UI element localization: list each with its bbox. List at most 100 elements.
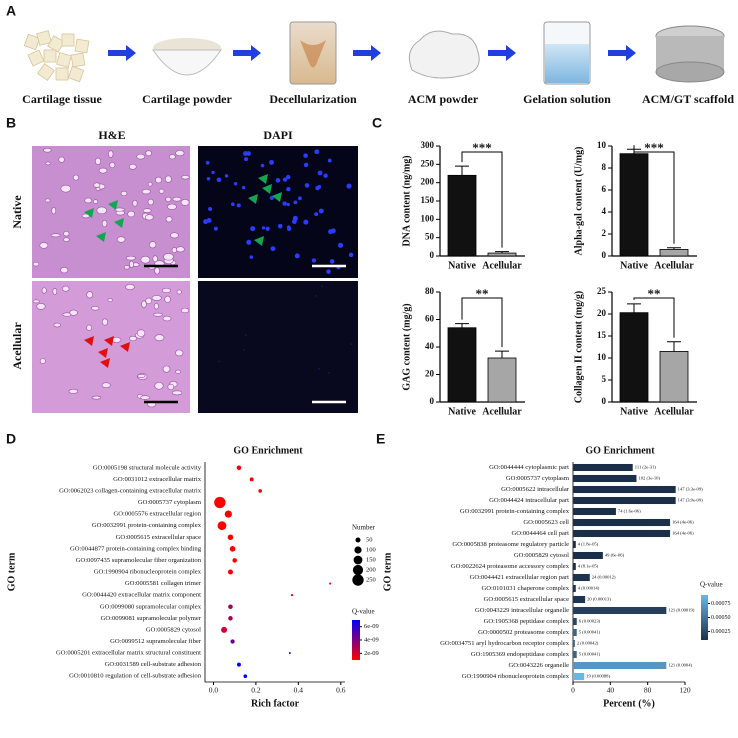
workflow-step: Gelation solution — [523, 92, 611, 106]
lacuna — [32, 299, 40, 304]
nucleus — [317, 170, 323, 176]
size-legend-marker — [352, 574, 364, 586]
error-bar — [495, 350, 509, 358]
histology-images — [32, 146, 358, 413]
bar — [573, 573, 590, 582]
nucleus — [250, 226, 256, 232]
lacuna — [170, 232, 179, 239]
error-bar — [495, 251, 509, 254]
lacuna — [167, 383, 175, 391]
nucleus — [286, 187, 291, 192]
lacuna — [129, 335, 137, 342]
row-header: Native — [10, 195, 24, 229]
bubble — [221, 626, 228, 633]
nucleus-faint — [243, 348, 246, 351]
lacuna — [140, 255, 151, 264]
x-tick-label: 0.2 — [251, 686, 261, 695]
y-tick-label: GO:0099081 supramolecular polymer — [101, 615, 202, 622]
y-tick-label: GO:0022624 proteasome accessory complex — [451, 563, 570, 570]
bubble — [288, 652, 291, 655]
nucleus — [236, 203, 241, 208]
y-tick-label: 60 — [425, 314, 435, 324]
lacuna — [175, 369, 181, 374]
y-tick-label: GO:0005737 cytoplasm — [138, 499, 202, 506]
lacuna — [158, 188, 165, 194]
significance-bracket — [633, 145, 675, 244]
scaffold-icon — [655, 25, 725, 83]
colorbar — [352, 620, 360, 660]
nucleus — [303, 153, 308, 158]
y-tick-label: 5 — [602, 374, 607, 384]
color-legend-title: Q-value — [352, 608, 375, 616]
bar — [573, 650, 577, 659]
lacuna — [96, 206, 107, 215]
bar — [573, 661, 667, 670]
nucleus — [246, 239, 252, 245]
lacuna — [109, 162, 116, 169]
lacuna — [165, 216, 173, 223]
bar-label: 49 (6e-06) — [605, 553, 625, 558]
lacuna — [32, 261, 40, 267]
y-tick-label: 300 — [421, 140, 435, 150]
y-tick-label: GO:0005829 cytosol — [146, 626, 201, 633]
lacuna — [171, 390, 183, 396]
bar-label: 2 (0.00042) — [577, 641, 599, 646]
y-tick-label: GO:0005201 extracellular matrix structur… — [56, 650, 201, 657]
colorbar-label: 0.00075 — [711, 601, 731, 607]
nucleus — [216, 177, 222, 182]
nucleus — [231, 202, 235, 207]
colorbar-label: 2e-09 — [364, 650, 379, 657]
workflow-step: Decellularization — [269, 92, 357, 106]
powder-bowl-icon — [152, 38, 222, 76]
lacuna — [145, 297, 152, 305]
lacuna — [161, 288, 172, 293]
lacuna — [114, 207, 125, 212]
bar — [573, 540, 576, 549]
lacuna — [101, 318, 108, 326]
axes — [572, 462, 685, 683]
y-tick-label: GO:0062023 collagen-containing extracell… — [59, 487, 202, 494]
lacuna — [165, 196, 172, 202]
nucleus — [314, 149, 320, 155]
green-arrows — [84, 174, 282, 246]
colorbar-label: 6e-09 — [364, 623, 379, 630]
nucleus — [282, 177, 288, 182]
lacuna — [171, 247, 178, 253]
y-axis-title: DNA content (ng/mg) — [401, 155, 412, 246]
nucleus — [294, 253, 300, 259]
y-tick-label: GO:0005615 extracellular space — [484, 596, 569, 603]
bar-label: 121 (0.0004) — [668, 663, 692, 668]
x-axis-title: Percent (%) — [603, 698, 655, 709]
error-bar — [667, 247, 681, 250]
lacuna — [36, 303, 46, 310]
y-axis-title: GO term — [6, 552, 17, 591]
nucleus — [303, 162, 309, 168]
lacuna — [144, 214, 154, 221]
histology-annotations — [84, 174, 346, 404]
nucleus — [348, 252, 354, 258]
nucleus — [330, 228, 336, 234]
y-tick-label: 150 — [421, 195, 435, 205]
colorbar — [701, 595, 708, 640]
gelation-beaker-icon — [543, 21, 591, 85]
nucleus — [315, 185, 320, 191]
error-bar — [455, 165, 469, 176]
lacuna — [63, 237, 70, 242]
lacuna — [154, 334, 165, 342]
y-tick-label: GO:0005198 structural molecule activity — [93, 464, 202, 471]
nucleus — [203, 219, 208, 225]
y-tick-label: GO:0101031 chaperone complex — [481, 585, 569, 592]
y-tick-label: 20 — [597, 308, 607, 318]
lacuna — [44, 198, 51, 203]
panel-label: B — [6, 115, 16, 131]
y-tick-label: GO:0044464 cell part — [512, 530, 570, 537]
nucleus — [346, 183, 352, 189]
nucleus — [297, 196, 302, 201]
significance-label: *** — [472, 140, 492, 155]
nucleus — [337, 242, 344, 248]
y-tick-label: GO:0031589 cell-substrate adhesion — [105, 661, 202, 668]
y-tick-label: 80 — [425, 286, 435, 296]
lacuna — [163, 253, 174, 261]
bar — [619, 312, 649, 403]
y-tick-label: GO:0099512 supramolecular fiber — [110, 638, 202, 645]
